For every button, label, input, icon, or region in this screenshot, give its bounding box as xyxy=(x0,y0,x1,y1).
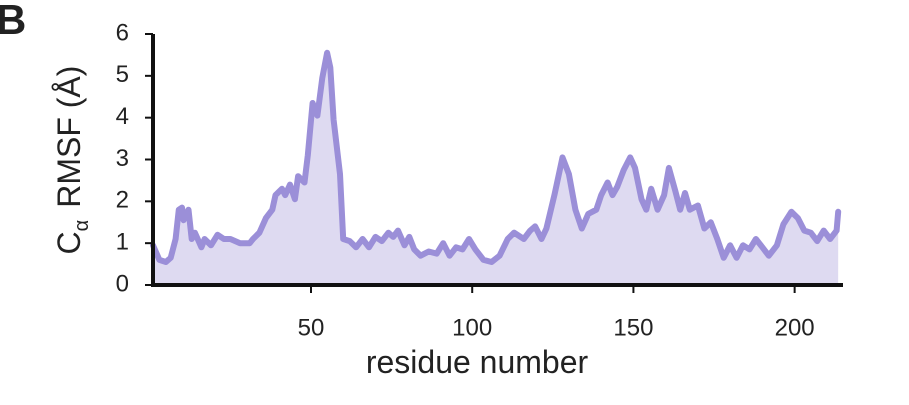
y-tick-label: 3 xyxy=(116,145,129,172)
area xyxy=(153,52,839,285)
y-axis-label: Cα RMSF (Å) xyxy=(51,66,93,255)
y-tick-label: 1 xyxy=(116,229,129,256)
y-label-main: C xyxy=(51,231,87,254)
panel-label: B xyxy=(0,0,26,43)
y-tick-label: 2 xyxy=(116,187,129,214)
y-tick-label: 4 xyxy=(116,103,129,130)
x-tick-label: 200 xyxy=(775,314,815,341)
y-label-subscript: α xyxy=(71,220,93,232)
x-tick-label: 150 xyxy=(613,314,653,341)
y-tick-label: 5 xyxy=(116,61,129,88)
y-tick-label: 0 xyxy=(116,270,129,297)
y-tick-label: 6 xyxy=(116,19,129,46)
x-axis-label: residue number xyxy=(366,344,589,380)
line xyxy=(150,49,842,265)
y-label-rest: RMSF (Å) xyxy=(51,66,87,208)
x-tick-label: 50 xyxy=(298,314,325,341)
x-tick-label: 100 xyxy=(452,314,492,341)
